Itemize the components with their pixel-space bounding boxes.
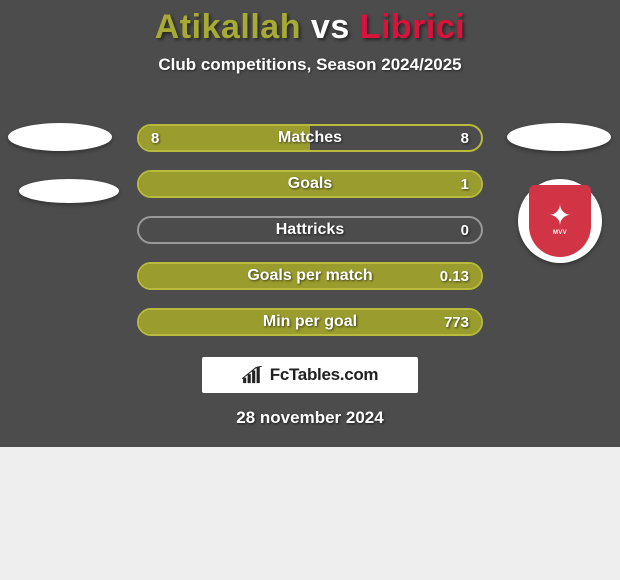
player2-club-badge: ✦ MVV <box>518 179 602 263</box>
player1-name: Atikallah <box>155 8 301 46</box>
footer-date: 28 november 2024 <box>0 408 620 428</box>
club-badge-shield: ✦ MVV <box>529 185 591 257</box>
stat-label: Min per goal <box>139 310 481 334</box>
subtitle-text: Club competitions, Season 2024/2025 <box>0 55 620 75</box>
stat-row: Goals1 <box>137 170 483 198</box>
stat-row: Min per goal773 <box>137 308 483 336</box>
bottom-band <box>0 447 620 580</box>
brand-box: FcTables.com <box>202 357 418 393</box>
brand-text: FcTables.com <box>270 365 379 385</box>
player1-club-badge <box>19 179 119 203</box>
stat-value-right: 1 <box>461 172 469 196</box>
stats-container: 8Matches8 Goals1 Hattricks0 Goals per match… <box>137 124 483 354</box>
stat-label: Matches <box>139 126 481 150</box>
header: Atikallah vs Librici Club competitions, … <box>0 0 620 75</box>
player1-photo <box>8 123 112 151</box>
stat-value-right: 8 <box>461 126 469 150</box>
club-badge-text: MVV <box>553 230 567 236</box>
stat-label: Goals per match <box>139 264 481 288</box>
stat-row: 8Matches8 <box>137 124 483 152</box>
vs-text: vs <box>311 8 350 46</box>
page-title: Atikallah vs Librici <box>0 8 620 47</box>
player2-photo <box>507 123 611 151</box>
club-badge-star-icon: ✦ <box>548 202 571 230</box>
stat-row: Goals per match0.13 <box>137 262 483 290</box>
stat-value-right: 0 <box>461 218 469 242</box>
brand-chart-icon <box>242 366 264 384</box>
stat-value-right: 773 <box>444 310 469 334</box>
stat-label: Goals <box>139 172 481 196</box>
player2-name: Librici <box>360 8 466 46</box>
stat-row: Hattricks0 <box>137 216 483 244</box>
stat-value-right: 0.13 <box>440 264 469 288</box>
stat-label: Hattricks <box>139 218 481 242</box>
